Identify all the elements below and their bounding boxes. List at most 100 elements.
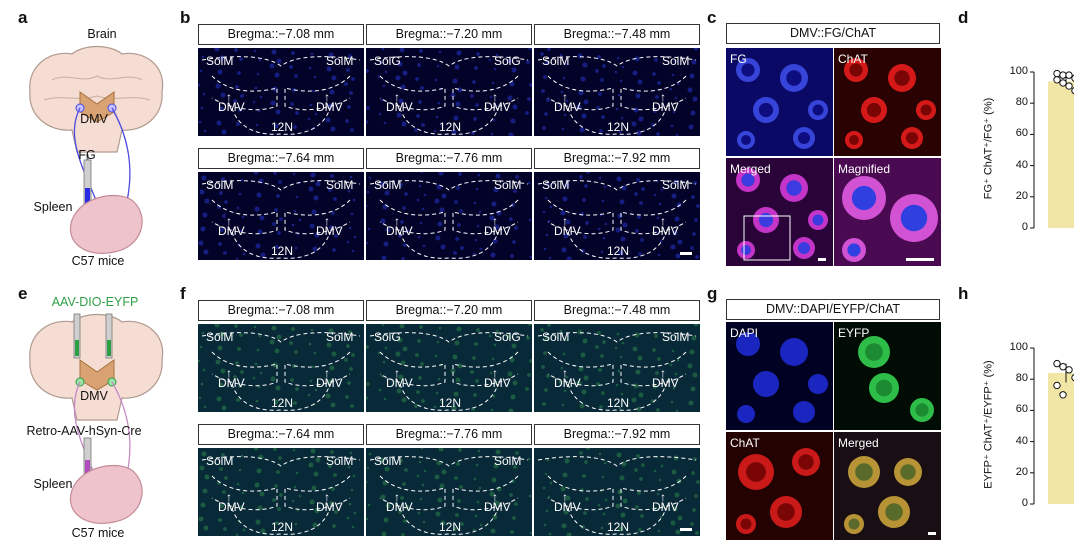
hypoglossal-label: 12N	[439, 520, 462, 534]
scale-bar	[906, 258, 934, 261]
right-nucleus-label: SolM	[326, 454, 354, 468]
data-point	[1053, 381, 1061, 390]
arrow-up-icon: ↑	[492, 214, 498, 228]
panel-letter-a: a	[18, 8, 28, 27]
hypoglossal-label: 12N	[607, 120, 630, 134]
bregma-label: Bregma::−7.64 mm	[198, 148, 364, 169]
right-nucleus-label: SolM	[494, 178, 522, 192]
right-nucleus-label: SolM	[326, 54, 354, 68]
bregma-label: Bregma::−7.48 mm	[534, 300, 700, 321]
panel-c-title: DMV::FG/ChAT	[726, 23, 940, 44]
arrow-up-icon: ↑	[324, 214, 330, 228]
section-image	[534, 448, 700, 536]
arrow-up-icon: ↑	[394, 90, 400, 104]
data-point	[1071, 374, 1074, 382]
dmv-label-right: DMV	[316, 224, 343, 238]
dmv-label-left: DMV	[554, 100, 581, 114]
left-nucleus-label: SolM	[374, 178, 402, 192]
dmv-label-left: DMV	[218, 376, 245, 390]
panel-letter-d: d	[958, 8, 969, 27]
left-nucleus-label: SolM	[542, 178, 570, 192]
arrow-up-icon: ↑	[226, 490, 232, 504]
data-point	[1071, 87, 1074, 95]
panel-g-title: DMV::DAPI/EYFP/ChAT	[726, 299, 940, 320]
tile-1-label: FG	[730, 52, 747, 66]
dmv-label-left: DMV	[218, 100, 245, 114]
y-tick-label: 60	[1015, 127, 1028, 140]
bregma-label: Bregma::−7.76 mm	[366, 148, 532, 169]
data-point	[1059, 391, 1067, 399]
hypoglossal-label: 12N	[271, 244, 294, 258]
tile-4-image	[834, 158, 941, 266]
bregma-label: Bregma::−7.92 mm	[534, 148, 700, 169]
tile-4-image	[834, 432, 941, 540]
dmv-label-right: DMV	[484, 500, 511, 514]
y-tick-label: 80	[1015, 372, 1028, 385]
dmv-label-right: DMV	[484, 100, 511, 114]
dmv-label-right: DMV	[652, 376, 679, 390]
y-tick-label: 40	[1015, 434, 1028, 447]
bregma-label: Bregma::−7.20 mm	[366, 300, 532, 321]
y-tick-label: 20	[1015, 189, 1028, 202]
arrow-up-icon: ↑	[492, 366, 498, 380]
y-tick-label: 20	[1015, 465, 1028, 478]
virus1-label: AAV-DIO-EYFP	[51, 295, 139, 309]
mice-label-e: C57 mice	[71, 526, 125, 540]
hypoglossal-label: 12N	[439, 396, 462, 410]
bregma-label: Bregma::−7.76 mm	[366, 424, 532, 445]
arrow-up-icon: ↑	[324, 90, 330, 104]
section-image	[198, 448, 364, 536]
tile-1-image	[726, 48, 833, 156]
arrow-up-icon: ↑	[394, 490, 400, 504]
right-nucleus-label: SolM	[494, 454, 522, 468]
section-image	[534, 48, 700, 136]
y-tick-label: 40	[1015, 158, 1028, 171]
hypoglossal-label: 12N	[271, 520, 294, 534]
tile-4-label: Merged	[838, 436, 879, 450]
tile-2-image	[834, 322, 941, 430]
data-point	[1059, 79, 1067, 87]
dmv-label-left: DMV	[554, 500, 581, 514]
arrow-up-icon: ↑	[492, 490, 498, 504]
panel-letter-b: b	[180, 8, 191, 27]
bregma-label: Bregma::−7.08 mm	[198, 300, 364, 321]
panel-letter-c: c	[707, 8, 717, 27]
arrow-up-icon: ↑	[660, 214, 666, 228]
y-tick-label: 100	[1009, 341, 1028, 353]
arrow-up-icon: ↑	[660, 366, 666, 380]
panel-letter-g: g	[707, 284, 718, 303]
left-nucleus-label: SolM	[542, 330, 570, 344]
panel-letter-f: f	[180, 284, 186, 303]
dmv-label-left: DMV	[386, 376, 413, 390]
panel-letter-e: e	[18, 284, 28, 303]
arrow-up-icon: ↑	[226, 366, 232, 380]
dmv-label-right: DMV	[484, 224, 511, 238]
arrow-up-icon: ↑	[562, 366, 568, 380]
brain-label: Brain	[87, 27, 117, 41]
section-image	[198, 48, 364, 136]
data-point	[1053, 69, 1061, 78]
arrow-up-icon: ↑	[324, 490, 330, 504]
y-tick-label: 100	[1009, 65, 1028, 77]
arrow-up-icon: ↑	[226, 214, 232, 228]
left-nucleus-label: SolM	[374, 454, 402, 468]
schematic-a-drawing	[29, 45, 164, 254]
left-nucleus-label: SolM	[206, 454, 234, 468]
y-tick-label: 80	[1015, 96, 1028, 109]
data-point	[1071, 74, 1074, 82]
data-point	[1065, 82, 1073, 90]
dmv-label-e: DMV	[80, 389, 108, 403]
arrow-up-icon: ↑	[492, 90, 498, 104]
tile-1-image	[726, 322, 833, 430]
bregma-label: Bregma::−7.48 mm	[534, 24, 700, 45]
panel-letter-h: h	[958, 284, 969, 303]
section-image	[534, 172, 700, 260]
tile-2-label: EYFP	[838, 326, 870, 340]
y-axis-label: EYFP⁺ ChAT⁺/EYFP⁺ (%)	[982, 360, 995, 489]
dmv-label-left: DMV	[554, 224, 581, 238]
hypoglossal-label: 12N	[607, 520, 630, 534]
schematic-e-drawing	[29, 313, 164, 524]
tile-2-image	[834, 48, 941, 156]
bregma-label: Bregma::−7.64 mm	[198, 424, 364, 445]
right-nucleus-label: SolG	[494, 330, 521, 344]
